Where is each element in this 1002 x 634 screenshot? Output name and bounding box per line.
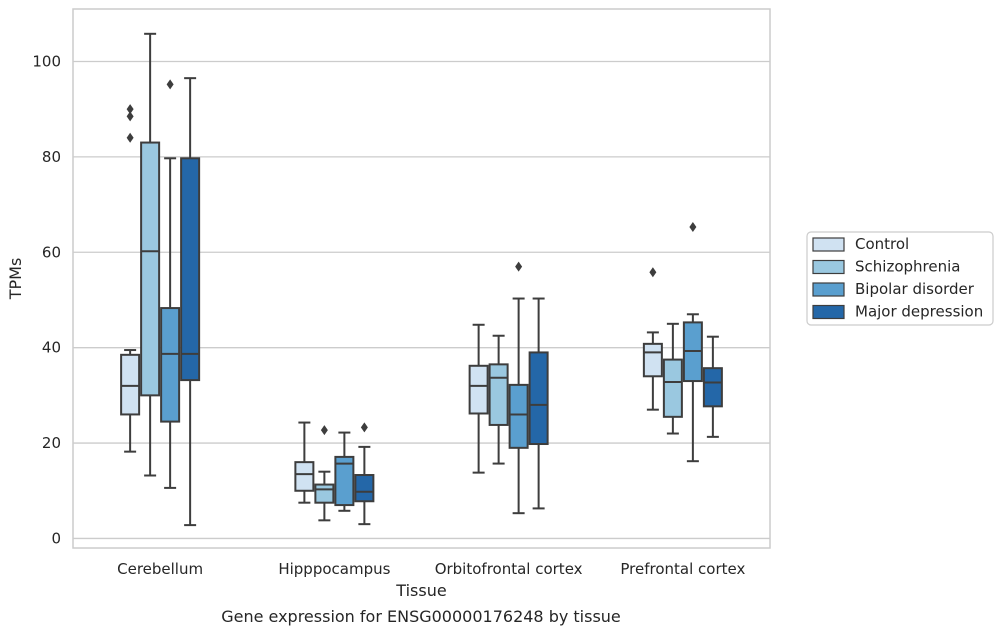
x-tick-label: Cerebellum (117, 560, 203, 578)
box (702, 335, 723, 438)
box (354, 422, 375, 526)
box (180, 77, 201, 527)
legend: Control Schizophrenia Bipolar disorder Majo… (806, 231, 994, 326)
x-tick-label: Hipppocampus (278, 560, 390, 578)
box (682, 221, 703, 463)
iqr-box (488, 363, 509, 426)
box (314, 425, 335, 522)
legend-label: Schizophrenia (855, 258, 960, 276)
iqr-box (468, 364, 489, 415)
box (120, 104, 141, 453)
y-tick-label: 0 (51, 529, 61, 547)
box (160, 79, 181, 489)
box (662, 322, 683, 435)
box (140, 32, 161, 477)
y-axis-label: TPMs (6, 258, 25, 301)
iqr-box (294, 461, 315, 492)
legend-label: Control (855, 235, 909, 253)
legend-swatch (812, 282, 845, 297)
outlier-point (649, 267, 657, 278)
iqr-box (120, 353, 141, 416)
legend-swatch (812, 237, 845, 252)
y-tick-labels: 0 20 40 60 80 100 (32, 52, 61, 547)
box (334, 431, 355, 512)
legend-swatch (812, 259, 845, 275)
box (294, 421, 315, 504)
x-tick-labels: Cerebellum Hipppocampus Orbitofrontal cort… (117, 560, 745, 578)
box (488, 334, 509, 465)
legend-label: Bipolar disorder (855, 280, 975, 298)
x-axis-label: Tissue (395, 581, 446, 600)
iqr-box (528, 351, 549, 446)
outlier-point (320, 425, 328, 436)
iqr-box (180, 157, 201, 382)
legend-label: Major depression (855, 303, 983, 321)
outlier-point (126, 132, 134, 143)
box (642, 267, 663, 411)
box-series (120, 32, 723, 527)
iqr-box (314, 483, 335, 504)
outlier-point (126, 111, 134, 122)
y-tick-label: 20 (42, 434, 61, 452)
x-tick-label: Prefrontal cortex (620, 560, 745, 578)
outlier-point (689, 221, 697, 232)
x-tick-label: Orbitofrontal cortex (435, 560, 583, 578)
plot-frame (72, 8, 771, 549)
y-tick-label: 40 (42, 339, 61, 357)
outlier-point (360, 422, 368, 433)
outlier-point (126, 104, 134, 115)
box (528, 297, 549, 510)
y-tick-label: 100 (32, 52, 61, 70)
iqr-box (160, 307, 181, 423)
outlier-point (166, 79, 174, 90)
iqr-box (642, 342, 663, 378)
box (468, 323, 489, 474)
y-tick-label: 80 (42, 148, 61, 166)
outlier-point (515, 261, 523, 272)
iqr-box (140, 141, 161, 397)
box (508, 261, 529, 515)
iqr-box (334, 455, 355, 507)
iqr-box (662, 358, 683, 418)
iqr-box (702, 367, 723, 408)
iqr-box (354, 474, 375, 503)
legend-frame (806, 231, 994, 326)
y-tick-label: 60 (42, 243, 61, 261)
y-gridlines (73, 60, 770, 540)
chart-caption: Gene expression for ENSG00000176248 by t… (221, 607, 621, 626)
legend-swatch (812, 304, 845, 320)
iqr-box (508, 383, 529, 449)
